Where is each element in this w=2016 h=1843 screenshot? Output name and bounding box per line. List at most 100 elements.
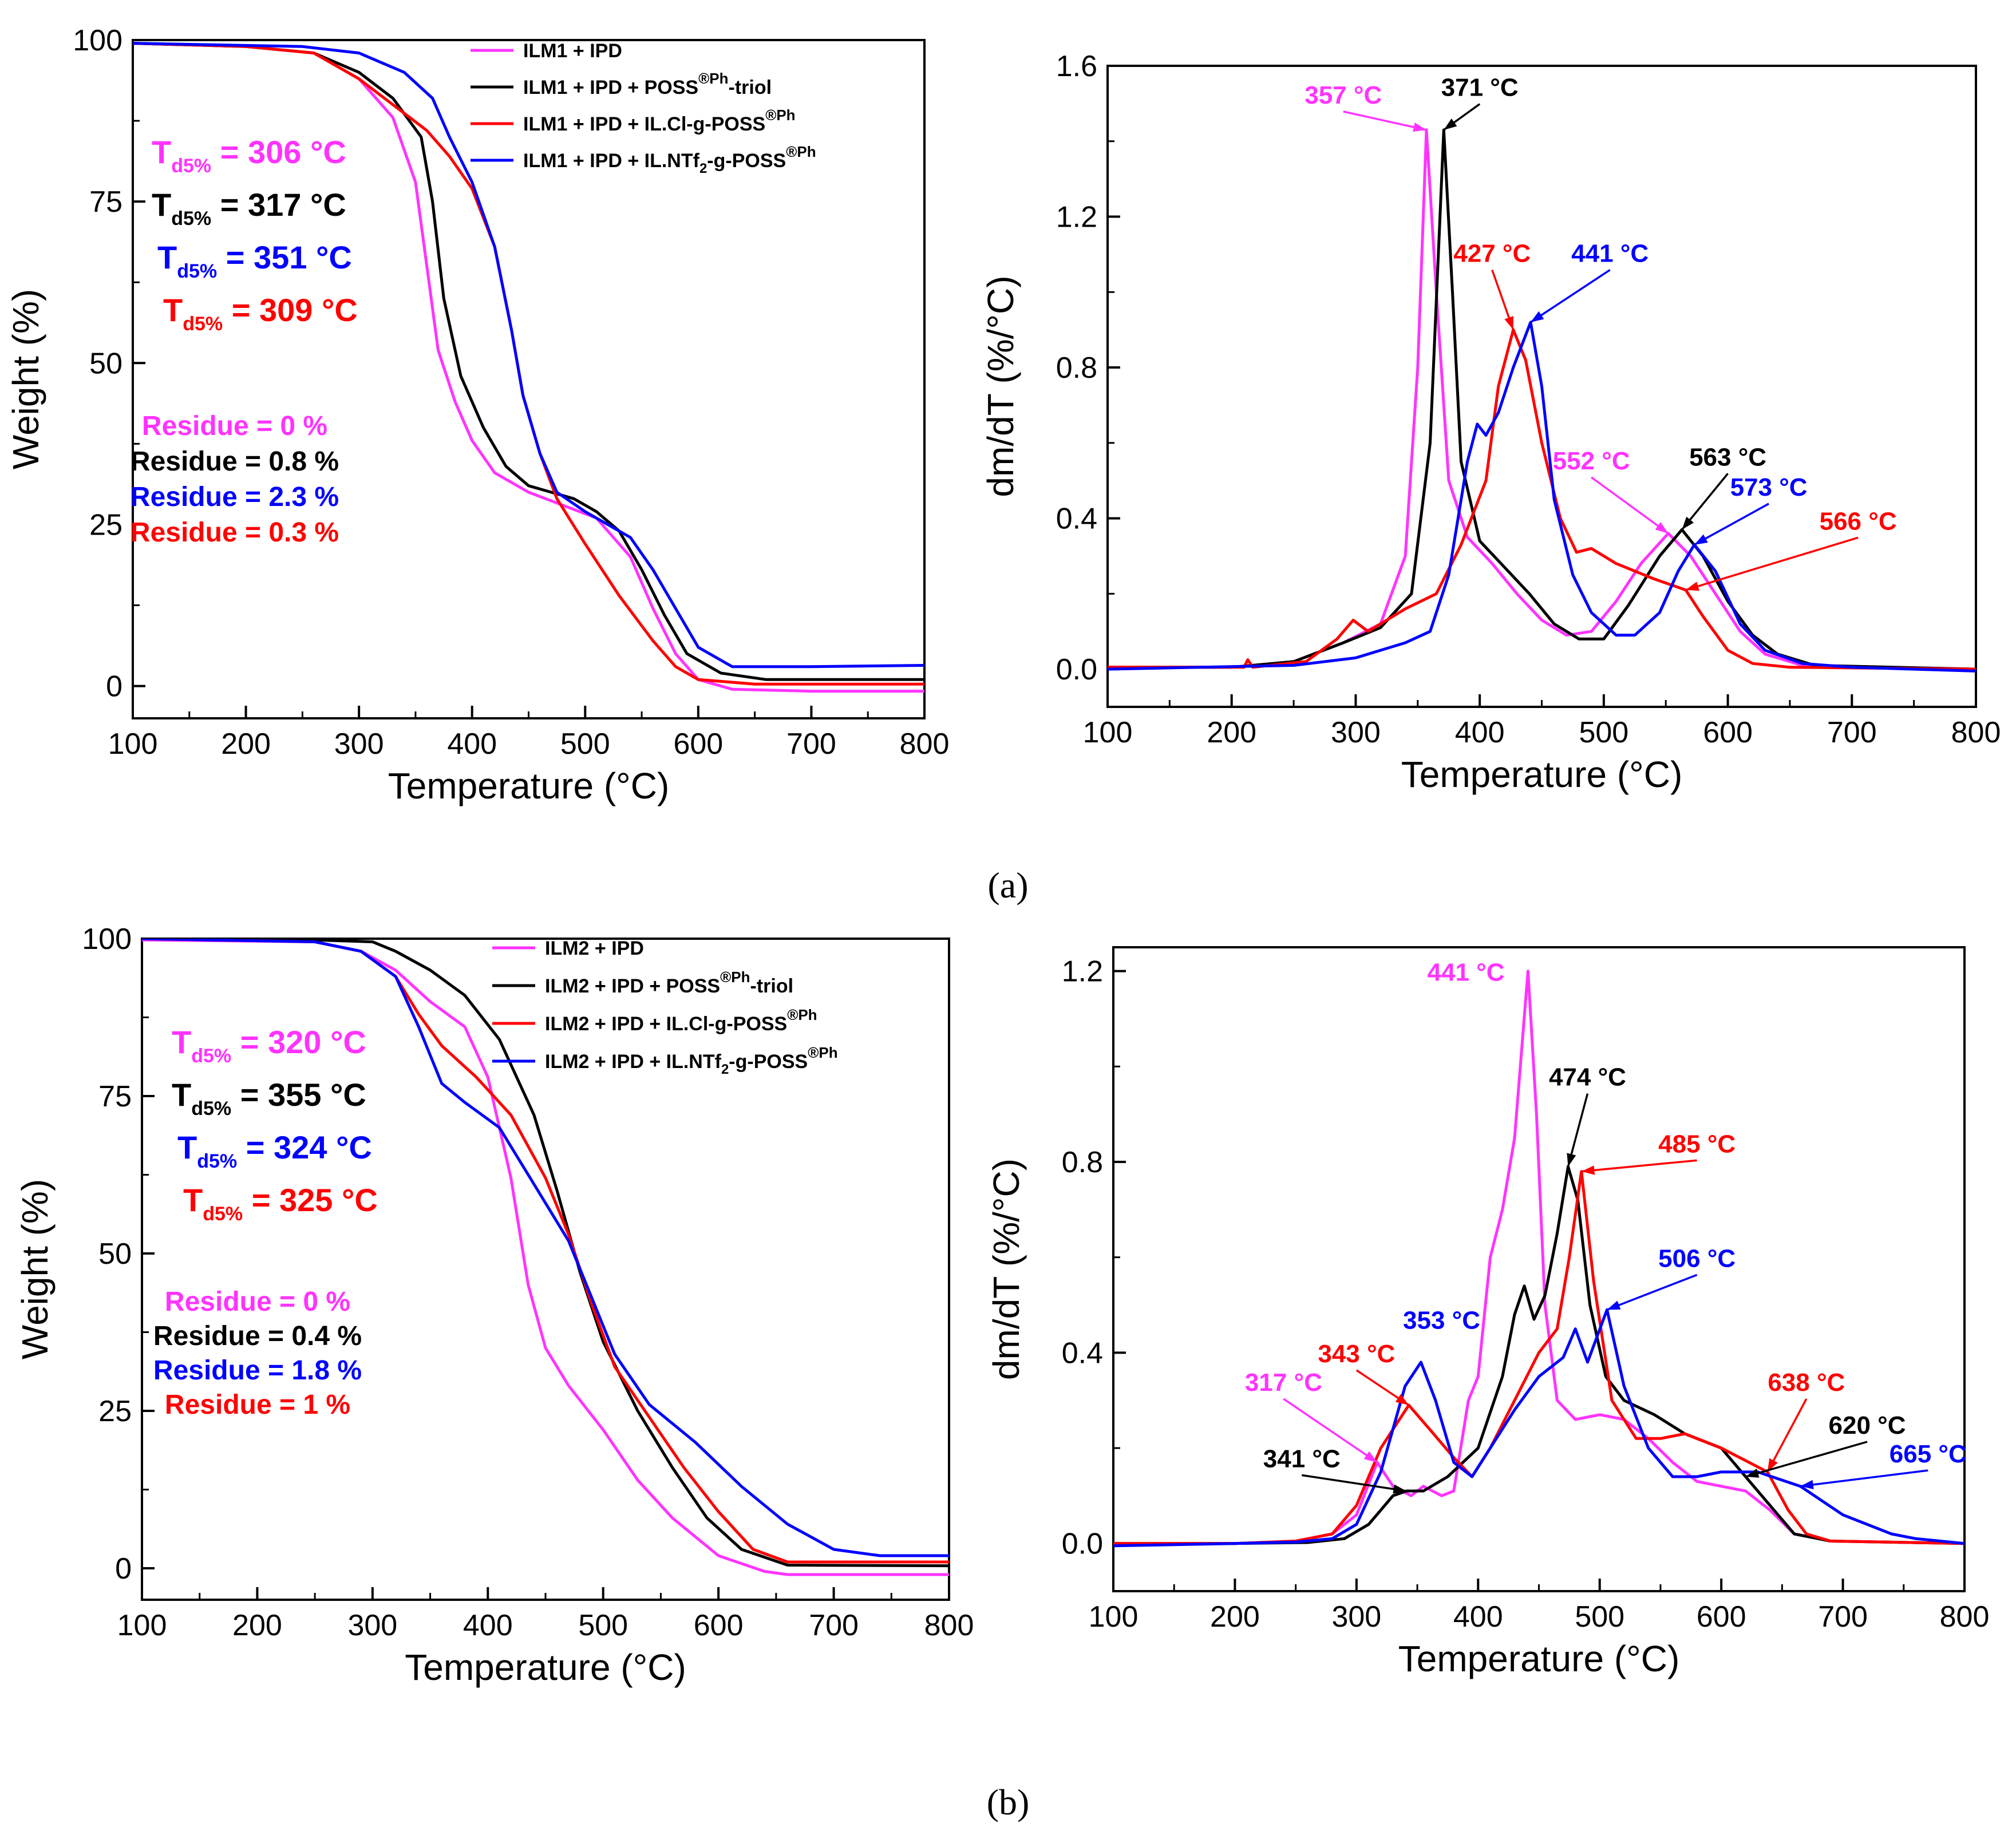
series-line-1 (133, 42, 924, 693)
x-axis-title: Temperature (°C) (1401, 754, 1683, 795)
series-line-2 (1108, 128, 1976, 671)
y-tick-label: 0.8 (1062, 1146, 1103, 1179)
td5-annotation: Td5% = 325 °C (183, 1182, 378, 1225)
peak-label: 506 °C (1658, 1244, 1736, 1272)
peak-arrowhead (1504, 316, 1513, 330)
peak-arrowhead (1607, 1300, 1621, 1310)
x-tick-label: 500 (1575, 1600, 1624, 1634)
peak-label: 563 °C (1689, 443, 1766, 471)
peak-label: 485 °C (1658, 1130, 1736, 1158)
x-tick-label: 500 (578, 1609, 628, 1642)
td5-annotation: Td5% = 306 °C (152, 134, 346, 177)
peak-arrow (1800, 1469, 1928, 1488)
plot-frame (1112, 946, 1966, 1592)
y-tick-label: 0.4 (1062, 1336, 1103, 1370)
y-tick-label: 1.6 (1056, 50, 1097, 83)
peak-arrowhead (1581, 1165, 1595, 1175)
peak-arrowhead (1567, 1153, 1576, 1167)
x-tick-label: 700 (1827, 716, 1877, 749)
peak-arrowhead (1413, 122, 1426, 132)
x-tick-label: 300 (347, 1609, 397, 1642)
series-line-4 (133, 42, 924, 669)
td5-annotation: Td5% = 355 °C (172, 1077, 366, 1120)
peak-arrow (1766, 1398, 1808, 1473)
x-tick-label: 300 (1331, 1600, 1381, 1634)
series-group (133, 42, 924, 693)
residue-annotation: Residue = 1 % (165, 1390, 350, 1420)
peak-arrow (1694, 503, 1769, 546)
series-line-2 (133, 42, 924, 681)
y-axis-title: Weight (%) (5, 289, 46, 469)
peak-arrowhead (1685, 582, 1699, 591)
x-tick-label: 400 (1453, 1600, 1503, 1634)
peak-arrowhead (1363, 1451, 1377, 1462)
residue-annotation: Residue = 0.8 % (131, 446, 339, 477)
x-tick-label: 800 (924, 1609, 974, 1642)
x-tick-label: 800 (900, 727, 950, 761)
peak-label: 427 °C (1453, 240, 1531, 268)
x-tick-label: 100 (117, 1609, 167, 1642)
legend-label: ILM1 + IPD (523, 40, 622, 62)
y-tick-label: 50 (89, 347, 122, 380)
peak-label: 474 °C (1549, 1063, 1626, 1091)
series-line-4 (1108, 321, 1976, 673)
x-tick-label: 100 (1083, 716, 1133, 749)
peak-arrowhead (1655, 522, 1669, 533)
peak-arrow (1581, 1159, 1697, 1173)
legend-label: ILM2 + IPD + IL.NTf2-g-POSS®Ph (545, 1044, 838, 1077)
peak-arrow (1745, 1441, 1868, 1478)
legend-label: ILM1 + IPD + IL.NTf2-g-POSS®Ph (523, 143, 816, 176)
x-tick-label: 600 (1703, 716, 1753, 749)
x-tick-label: 700 (809, 1609, 859, 1642)
chart-a-tga: 100 200 300 400 500 600 700 800 0 25 50 75 100 Temper… (5, 24, 949, 806)
x-tick-label: 500 (560, 727, 610, 761)
x-tick-label: 200 (221, 727, 271, 761)
legend-label: ILM1 + IPD + POSS®Ph-triol (523, 70, 772, 98)
y-axis-title: dm/dT (%/°C) (986, 1158, 1027, 1380)
peak-label: 665 °C (1889, 1440, 1967, 1468)
peak-arrow (1343, 110, 1427, 131)
x-tick-label: 700 (786, 727, 836, 761)
peak-label: 638 °C (1768, 1369, 1845, 1397)
x-tick-label: 400 (463, 1609, 513, 1642)
x-tick-label: 500 (1579, 716, 1628, 749)
chart-b-dtg: 100 200 300 400 500 600 700 800 0.0 0.4 0.8 1.2 Temp… (986, 946, 1989, 1679)
peak-arrow (1685, 536, 1859, 591)
peak-arrowhead (1745, 1468, 1760, 1478)
x-axis-title: Temperature (°C) (1398, 1638, 1680, 1679)
peak-label: 371 °C (1441, 74, 1519, 102)
peak-arrow (1530, 269, 1611, 323)
td5-annotation: Td5% = 351 °C (157, 239, 352, 282)
x-tick-label: 200 (232, 1609, 282, 1642)
peak-arrowhead (1682, 516, 1694, 530)
x-tick-label: 700 (1818, 1600, 1868, 1634)
peak-arrow (1283, 1398, 1378, 1464)
peak-label: 353 °C (1403, 1307, 1480, 1335)
residue-annotation: Residue = 0.4 % (153, 1321, 362, 1351)
x-tick-label: 100 (1089, 1600, 1139, 1634)
series-line-3 (1113, 1170, 1964, 1545)
x-tick-label: 600 (673, 727, 723, 761)
x-tick-label: 300 (334, 727, 384, 761)
y-tick-label: 1.2 (1062, 955, 1103, 988)
peak-label: 441 °C (1428, 958, 1505, 986)
x-tick-label: 800 (1951, 716, 2001, 749)
peak-label: 573 °C (1730, 473, 1808, 501)
y-tick-label: 25 (89, 508, 122, 541)
series-line-4 (1113, 1308, 1964, 1548)
series-line-4 (142, 939, 949, 1557)
series-line-2 (1113, 1165, 1964, 1545)
y-tick-label: 0 (106, 670, 122, 703)
peak-arrowhead (1767, 1458, 1778, 1472)
peak-arrowhead (1530, 311, 1544, 322)
td5-annotation: Td5% = 320 °C (172, 1024, 366, 1067)
series-group (1108, 128, 1976, 673)
panel-label-a: (a) (987, 865, 1028, 905)
peak-arrow (1606, 1274, 1698, 1311)
x-tick-label: 300 (1331, 716, 1381, 749)
td5-annotation: Td5% = 317 °C (152, 187, 346, 230)
legend-label: ILM2 + IPD + POSS®Ph-triol (545, 968, 793, 997)
y-tick-label: 0.4 (1056, 503, 1097, 536)
residue-annotation: Residue = 2.3 % (131, 482, 339, 512)
peak-label: 620 °C (1829, 1411, 1906, 1439)
